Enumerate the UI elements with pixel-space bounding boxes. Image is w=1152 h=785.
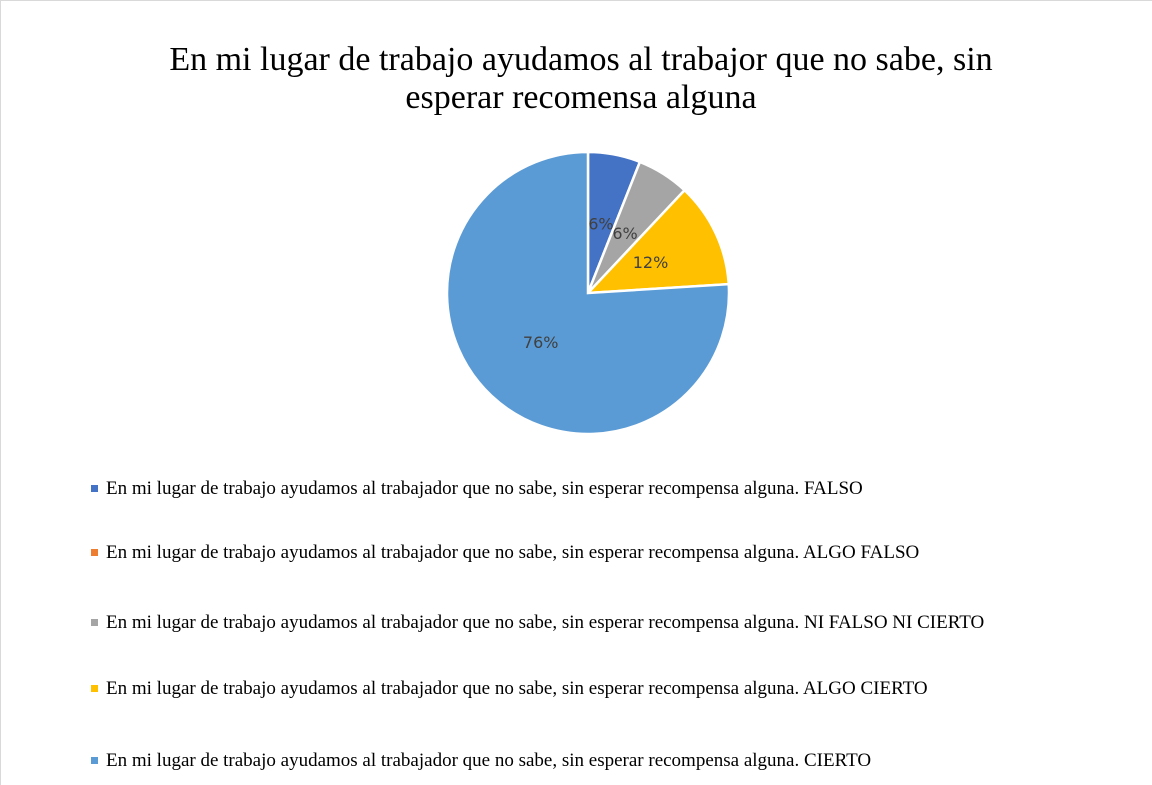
legend-label: En mi lugar de trabajo ayudamos al traba…: [106, 478, 863, 499]
data-label: 6%: [612, 224, 637, 243]
legend-label: En mi lugar de trabajo ayudamos al traba…: [106, 542, 920, 563]
legend-item: En mi lugar de trabajo ayudamos al traba…: [89, 540, 1089, 566]
legend-marker: [91, 549, 98, 556]
legend-marker: [91, 757, 98, 764]
legend-item: En mi lugar de trabajo ayudamos al traba…: [89, 476, 1089, 502]
pie-slice: [584, 188, 731, 295]
legend-item: En mi lugar de trabajo ayudamos al traba…: [89, 610, 1089, 636]
legend-label: En mi lugar de trabajo ayudamos al traba…: [106, 750, 872, 771]
legend-marker: [91, 485, 98, 492]
data-label: 6%: [588, 215, 613, 234]
legend-marker: [91, 685, 98, 692]
chart-title: En mi lugar de trabajo ayudamos al traba…: [169, 41, 993, 116]
legend-marker: [91, 619, 98, 626]
legend-item: En mi lugar de trabajo ayudamos al traba…: [89, 748, 1089, 774]
data-label: 76%: [523, 333, 559, 352]
legend-label: En mi lugar de trabajo ayudamos al traba…: [106, 612, 985, 633]
pie-slice: [445, 150, 731, 436]
legend-item: En mi lugar de trabajo ayudamos al traba…: [89, 676, 1089, 702]
data-label: 12%: [633, 253, 669, 272]
legend-label: En mi lugar de trabajo ayudamos al traba…: [106, 678, 928, 699]
pie: 6%6% 12% 76%: [445, 150, 731, 436]
